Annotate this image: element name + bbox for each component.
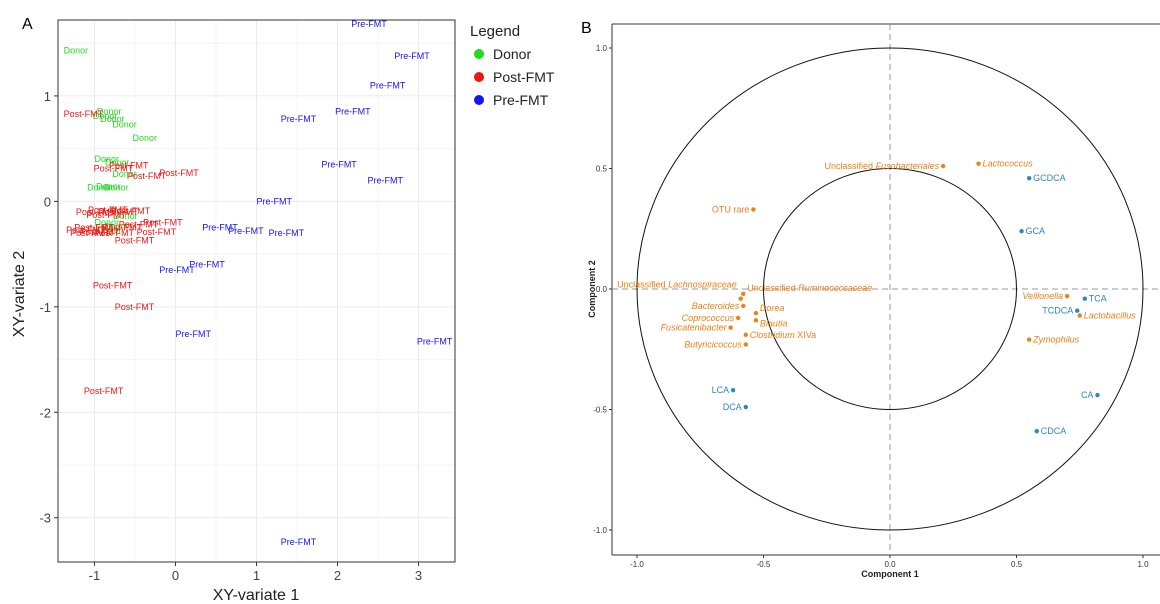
chart-a-point-label: Pre-FMT [367,175,403,185]
chart-a-point-label: Donor [112,119,137,129]
chart-a-point-label: Donor [133,133,158,143]
chart-a-y-tick-label: 1 [44,89,51,104]
chart-a-point-label: Pre-FMT [175,329,211,339]
chart-a-point-label: Pre-FMT [228,226,264,236]
chart-a-point-label: Post-FMT [88,205,128,215]
chart-a-y-tick-label: -2 [39,405,51,420]
chart-a-point-label: Pre-FMT [202,223,238,233]
chart-a-point-label: Donor [93,111,118,121]
chart-a-point-label: Pre-FMT [351,19,387,29]
chart-a-point-label: Post-FMT [80,227,120,237]
chart-a-legend-swatch [474,72,484,82]
chart-a-point-label: Post-FMT [64,109,104,119]
chart-a-x-tick-label: 1 [253,568,260,583]
chart-a-point-label: Pre-FMT [269,228,305,238]
chart-a-legend-swatch [474,49,484,59]
chart-a-point-label: Post-FMT [70,228,110,238]
chart-a-point-label: Post-FMT [93,281,133,291]
chart-a-point-label: Pre-FMT [257,196,293,206]
chart-a-points: DonorDonorDonorDonorDonorDonorDonorDonor… [64,19,453,547]
chart-a-point-label: Donor [94,217,119,227]
chart-a-point-label: Post-FMT [86,210,126,220]
chart-a-legend-swatch [474,95,484,105]
chart-a-y-tick-label: -1 [39,300,51,315]
chart-a-point-label: Pre-FMT [159,265,195,275]
chart-a-point-label: Donor [104,183,129,193]
chart-a-point-label: Pre-FMT [394,51,430,61]
chart-a-x-tick-label: -1 [89,568,101,583]
chart-a-point-label: Post-FMT [99,207,139,217]
chart-a-point-label: Post-FMT [94,228,134,238]
chart-a-point-label: Donor [87,183,112,193]
chart-a-point-label: Donor [94,154,119,164]
chart-a-point-label: Post-FMT [119,220,159,230]
chart-a-x-axis-label: XY-variate 1 [213,587,300,604]
chart-a-point-label: Pre-FMT [281,537,317,547]
chart-a-point-label: Donor [113,211,138,221]
chart-a-point-label: Donor [105,157,130,167]
chart-a-legend-title: Legend [470,23,520,40]
chart-a-grid [57,19,456,563]
chart-a-point-label: Donor [100,114,125,124]
chart-a-point-label: Post-FMT [127,171,167,181]
chart-a-point-label: Post-FMT [84,386,124,396]
chart-a-x-tick-label: 0 [172,568,179,583]
chart-a-point-label: Pre-FMT [189,260,225,270]
chart-a-ticks: -1 0 1 2 3 1 0 -1 -2 -3 [39,89,422,583]
chart-a-point-label: Pre-FMT [281,114,317,124]
chart-a-point-label: Donor [97,107,122,117]
chart-a-point-label: Post-FMT [109,161,149,171]
chart-a-point-label: Donor [96,182,121,192]
chart-a-point-label: Donor [64,46,89,56]
chart-a-point-label: Pre-FMT [417,337,453,347]
panel-b-letter: B [581,20,592,37]
panel-a-letter: A [22,16,33,33]
chart-a-legend-label: Pre-FMT [493,92,549,108]
chart-a-y-tick-label: 0 [44,194,51,209]
chart-a-legend: Legend Donor Post-FMT Pre-FMT [470,23,555,108]
chart-a-point-label: Donor [112,169,137,179]
chart-a-point-label: Donor [97,225,122,235]
chart-a-x-tick-label: 3 [415,568,422,583]
chart-a-point-label: Post-FMT [74,223,114,233]
chart-a-y-axis-label: XY-variate 2 [11,251,28,338]
chart-a-legend-label: Post-FMT [493,69,555,85]
chart-a-y-tick-label: -3 [39,511,51,526]
chart-a-point-label: Post-FMT [115,235,155,245]
chart-a-point-label: Pre-FMT [335,107,371,117]
chart-a-x-tick-label: 2 [334,568,341,583]
chart-a-point-label: Post-FMT [76,207,116,217]
chart-a-point-label: Post-FMT [143,217,183,227]
chart-a-point-label: Pre-FMT [370,80,406,90]
chart-a-point-label: Donor [104,222,129,232]
chart-a-point-label: Post-FMT [137,227,177,237]
chart-a-point-label: Post-FMT [159,168,199,178]
chart-a-point-label: Post-FMT [94,164,134,174]
chart-a-point-label: Post-FMT [115,302,155,312]
chart-a-point-label: Post-FMT [103,223,143,233]
chart-a-point-label: Pre-FMT [321,159,357,169]
chart-a-point-label: Post-FMT [111,206,151,216]
chart-a-legend-label: Donor [493,46,531,62]
chart-a-point-label: Post-FMT [66,225,106,235]
